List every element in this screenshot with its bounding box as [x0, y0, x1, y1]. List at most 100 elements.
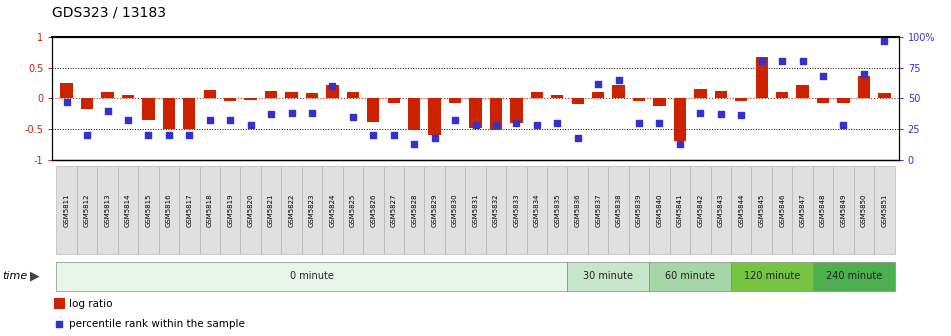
- FancyBboxPatch shape: [874, 166, 895, 254]
- Text: GSM5817: GSM5817: [186, 193, 192, 227]
- FancyBboxPatch shape: [813, 166, 833, 254]
- FancyBboxPatch shape: [670, 166, 690, 254]
- Point: [692, 110, 708, 116]
- FancyBboxPatch shape: [731, 166, 751, 254]
- Text: GSM5843: GSM5843: [718, 193, 724, 227]
- Text: GSM5823: GSM5823: [309, 193, 315, 227]
- Bar: [326, 85, 339, 98]
- Text: time: time: [2, 271, 28, 281]
- Bar: [838, 98, 849, 103]
- Bar: [224, 98, 236, 101]
- Bar: [674, 98, 686, 141]
- Text: GSM5844: GSM5844: [738, 193, 745, 227]
- FancyBboxPatch shape: [383, 166, 404, 254]
- Bar: [204, 90, 216, 98]
- Point: [203, 118, 218, 123]
- Bar: [797, 85, 808, 98]
- Text: GSM5832: GSM5832: [493, 193, 499, 227]
- Text: GSM5826: GSM5826: [370, 193, 377, 227]
- FancyBboxPatch shape: [465, 166, 486, 254]
- Text: GSM5831: GSM5831: [473, 193, 478, 227]
- FancyBboxPatch shape: [281, 166, 301, 254]
- Text: GSM5812: GSM5812: [84, 193, 90, 227]
- Point: [386, 132, 401, 138]
- Text: GSM5848: GSM5848: [820, 193, 826, 227]
- Point: [631, 120, 647, 126]
- Text: GSM5845: GSM5845: [759, 193, 765, 227]
- Point: [182, 132, 197, 138]
- Text: GSM5829: GSM5829: [432, 193, 437, 227]
- Point: [591, 81, 606, 86]
- Text: GSM5816: GSM5816: [165, 193, 172, 227]
- Bar: [81, 98, 93, 109]
- Text: GSM5830: GSM5830: [452, 193, 458, 227]
- Point: [836, 123, 851, 128]
- FancyBboxPatch shape: [690, 166, 710, 254]
- Bar: [265, 91, 277, 98]
- Text: GSM5849: GSM5849: [841, 193, 846, 227]
- Text: GSM5836: GSM5836: [574, 193, 581, 227]
- FancyBboxPatch shape: [710, 166, 731, 254]
- FancyBboxPatch shape: [527, 166, 547, 254]
- Bar: [776, 92, 788, 98]
- Text: GSM5834: GSM5834: [534, 193, 540, 227]
- Point: [529, 123, 544, 128]
- Text: GSM5851: GSM5851: [882, 193, 887, 227]
- Bar: [429, 98, 440, 135]
- Point: [162, 132, 177, 138]
- FancyBboxPatch shape: [200, 166, 220, 254]
- Text: GSM5824: GSM5824: [329, 193, 336, 227]
- Bar: [61, 83, 72, 98]
- Text: GSM5838: GSM5838: [615, 193, 622, 227]
- FancyBboxPatch shape: [629, 166, 650, 254]
- Text: 60 minute: 60 minute: [665, 271, 715, 281]
- Text: GSM5839: GSM5839: [636, 193, 642, 227]
- FancyBboxPatch shape: [568, 262, 650, 291]
- Text: percentile rank within the sample: percentile rank within the sample: [69, 319, 245, 329]
- Bar: [306, 93, 318, 98]
- Point: [651, 120, 667, 126]
- Point: [345, 114, 360, 119]
- FancyBboxPatch shape: [588, 166, 609, 254]
- Bar: [470, 98, 481, 128]
- Text: GSM5828: GSM5828: [411, 193, 417, 227]
- Text: log ratio: log ratio: [69, 299, 113, 309]
- FancyBboxPatch shape: [241, 166, 261, 254]
- Text: GSM5825: GSM5825: [350, 193, 356, 227]
- Point: [774, 59, 789, 64]
- FancyBboxPatch shape: [322, 166, 342, 254]
- Bar: [102, 92, 113, 98]
- Point: [795, 59, 810, 64]
- FancyBboxPatch shape: [486, 166, 506, 254]
- Point: [877, 38, 892, 43]
- Point: [325, 83, 340, 89]
- Point: [856, 71, 871, 77]
- FancyBboxPatch shape: [424, 166, 445, 254]
- Point: [59, 99, 74, 104]
- Point: [448, 118, 463, 123]
- Point: [263, 112, 279, 117]
- Point: [713, 112, 728, 117]
- Text: GSM5847: GSM5847: [800, 193, 805, 227]
- Text: GSM5850: GSM5850: [861, 193, 867, 227]
- Bar: [715, 91, 727, 98]
- Bar: [592, 92, 604, 98]
- FancyBboxPatch shape: [56, 262, 568, 291]
- Point: [80, 132, 95, 138]
- Point: [141, 132, 156, 138]
- Point: [223, 118, 238, 123]
- Bar: [367, 98, 379, 122]
- Text: GSM5811: GSM5811: [64, 193, 69, 227]
- Point: [570, 135, 585, 140]
- FancyBboxPatch shape: [342, 166, 363, 254]
- FancyBboxPatch shape: [445, 166, 465, 254]
- Text: 30 minute: 30 minute: [583, 271, 633, 281]
- Text: GSM5819: GSM5819: [227, 193, 233, 227]
- Bar: [858, 76, 870, 98]
- FancyBboxPatch shape: [650, 262, 731, 291]
- FancyBboxPatch shape: [650, 166, 670, 254]
- Bar: [54, 298, 65, 309]
- FancyBboxPatch shape: [813, 262, 895, 291]
- Point: [51, 322, 67, 327]
- Bar: [694, 89, 707, 98]
